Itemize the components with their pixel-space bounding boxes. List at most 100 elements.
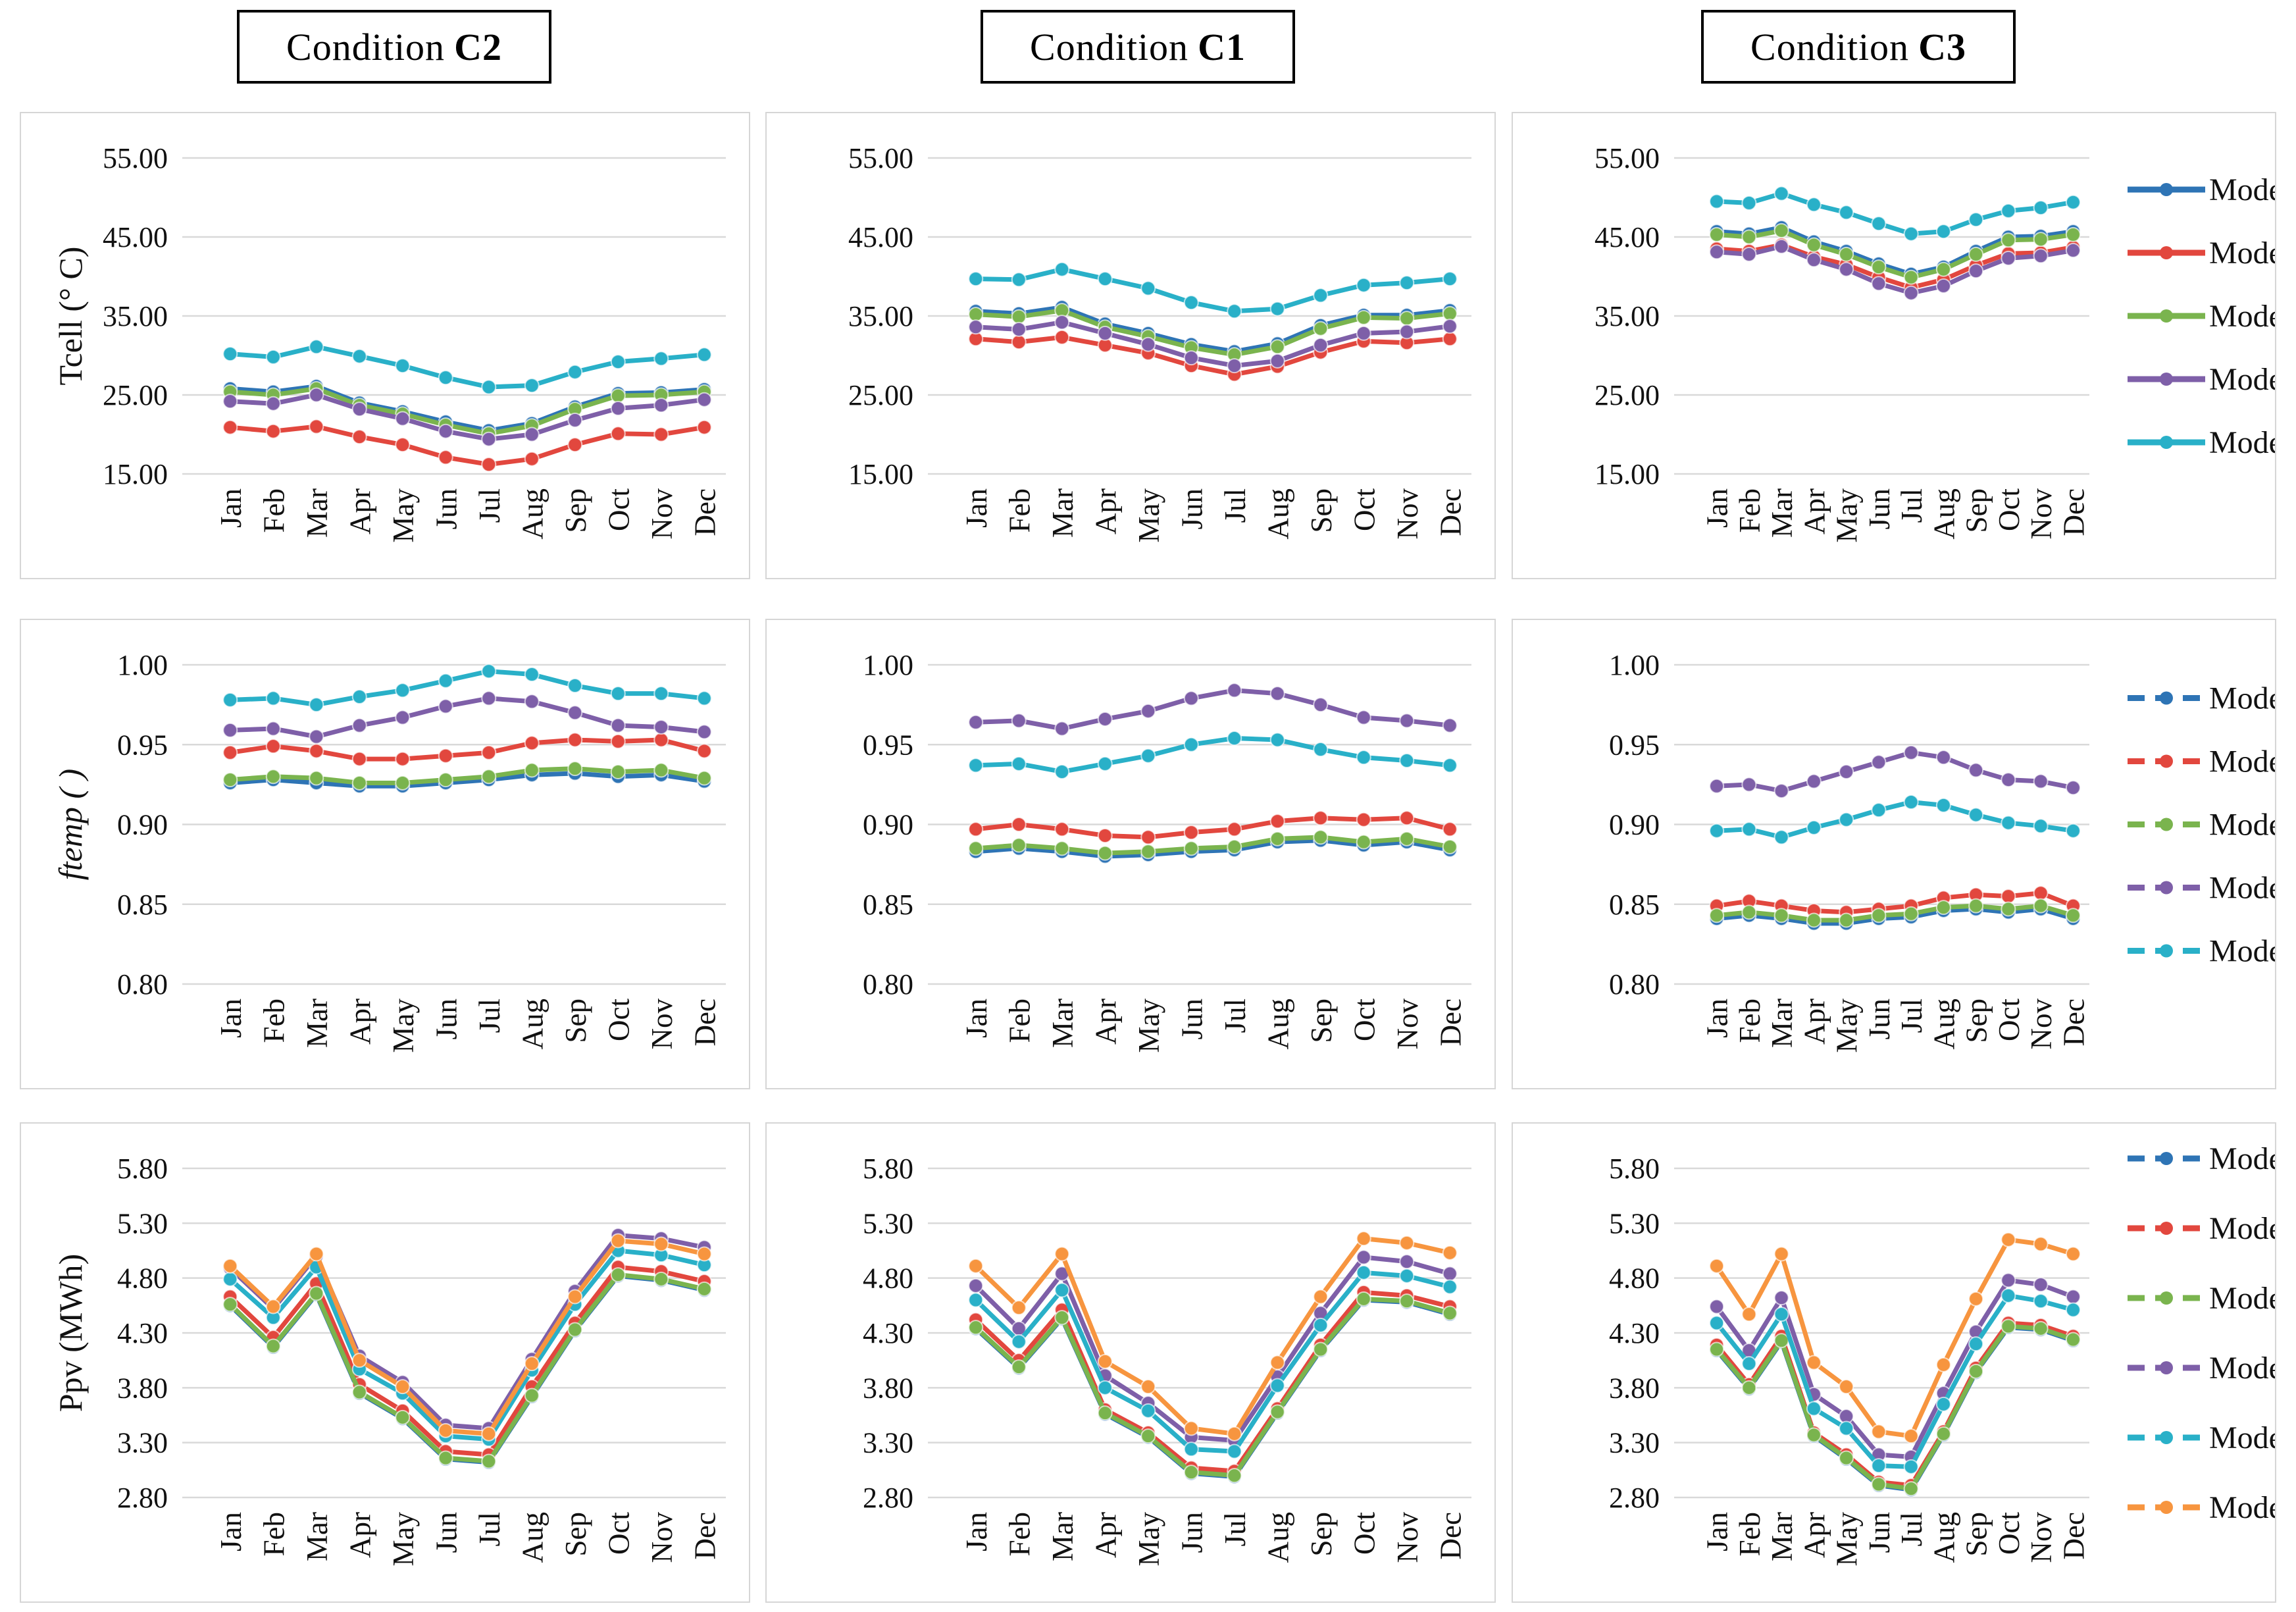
- data-point-model-5: [1839, 205, 1854, 221]
- y-tick-label: 1.00: [863, 649, 913, 681]
- data-point-model-4: [696, 724, 712, 740]
- data-point-model-3: [1806, 1427, 1822, 1443]
- data-point-model-4: [1313, 337, 1329, 353]
- data-point-model-3: [309, 1286, 324, 1301]
- y-tick-label: 0.80: [863, 968, 913, 1001]
- data-point-model-5: [1935, 797, 1951, 813]
- data-point-model-5: [1806, 197, 1822, 213]
- y-axis-title: ftemp ( ): [52, 769, 89, 880]
- x-tick-label: May: [387, 999, 420, 1053]
- data-point-model-2: [653, 732, 669, 748]
- data-point-model-4: [2065, 1289, 2081, 1305]
- series-line-model-2: [228, 737, 707, 762]
- y-tick-label: 3.80: [863, 1372, 913, 1404]
- series-line-model-2: [1714, 1320, 2076, 1488]
- data-point-model-3: [1011, 1359, 1027, 1375]
- series-line-model-4: [1714, 1278, 2076, 1459]
- data-point-model-5: [653, 351, 669, 367]
- x-tick-label: Feb: [1733, 999, 1766, 1043]
- data-point-model-4: [2001, 772, 2016, 788]
- legend-marker-dot: [2160, 373, 2173, 386]
- data-point-model-5: [1054, 764, 1070, 779]
- data-point-model-5: [1839, 1420, 1854, 1436]
- data-point-model-2: [222, 419, 238, 435]
- x-tick-label: Jan: [960, 1512, 993, 1551]
- ppv_c2-chart: 5.80 5.30 4.80 4.30 3.80 3.30 2.80 Jan Feb Mar Apr…: [52, 1153, 726, 1567]
- data-point-model-2: [351, 751, 367, 767]
- data-point-model-2: [524, 735, 540, 751]
- data-point-model-5: [1227, 731, 1242, 746]
- data-point-model-4: [1054, 315, 1070, 330]
- x-tick-label: Apr: [344, 999, 376, 1045]
- data-point-model-3: [1806, 912, 1822, 928]
- data-point-model-3: [2033, 232, 2049, 247]
- data-point-model-3: [610, 764, 626, 779]
- data-point-model-2: [351, 429, 367, 445]
- x-tick-label: Sep: [1305, 488, 1338, 533]
- data-point-model-3: [610, 388, 626, 403]
- y-tick-label: 4.80: [117, 1262, 168, 1295]
- data-point-model-3: [1356, 1291, 1371, 1307]
- y-tick-label: 0.90: [863, 809, 913, 841]
- data-point-model-5: [1399, 275, 1415, 291]
- data-point-model-3: [1269, 831, 1285, 846]
- x-tick-label: Jan: [1701, 1512, 1734, 1551]
- data-point-model-4: [1773, 1290, 1789, 1306]
- data-point-model-3: [222, 1297, 238, 1313]
- data-point-model-5: [1773, 829, 1789, 845]
- data-point-model-4: [1313, 697, 1329, 713]
- data-point-model-4: [1709, 1299, 1725, 1314]
- data-point-model-3: [1227, 1468, 1242, 1484]
- data-point-model-4: [1935, 750, 1951, 766]
- data-point-model-3: [265, 769, 281, 785]
- x-tick-label: May: [387, 488, 420, 543]
- data-point-model-3: [1054, 1310, 1070, 1326]
- x-tick-label: Jun: [1175, 999, 1208, 1040]
- x-tick-label: Sep: [1960, 488, 1993, 533]
- data-point-model-3: [1097, 1405, 1113, 1421]
- y-tick-label: 4.30: [863, 1317, 913, 1349]
- data-point-model-3: [1871, 908, 1887, 923]
- data-point-model-6: [309, 1246, 324, 1262]
- data-point-model-3: [1871, 1476, 1887, 1492]
- x-tick-label: Nov: [2025, 999, 2058, 1050]
- y-tick-label: 2.80: [863, 1482, 913, 1514]
- y-tick-label: 0.95: [117, 729, 168, 761]
- data-point-model-2: [1227, 821, 1242, 837]
- data-point-model-5: [524, 667, 540, 683]
- data-point-model-2: [1054, 329, 1070, 345]
- x-tick-label: May: [1831, 999, 1864, 1053]
- x-tick-label: Aug: [1262, 999, 1294, 1050]
- data-point-model-3: [1935, 261, 1951, 277]
- x-tick-label: Dec: [688, 488, 721, 536]
- data-point-model-4: [1871, 754, 1887, 770]
- legend-label: Model 2: [2209, 1211, 2275, 1246]
- y-tick-label: 5.30: [117, 1207, 168, 1239]
- data-point-model-4: [1806, 773, 1822, 789]
- data-point-model-3: [1313, 321, 1329, 336]
- data-point-model-3: [2001, 1318, 2016, 1334]
- data-point-model-5: [1442, 271, 1458, 287]
- y-tick-label: 3.30: [1609, 1427, 1660, 1459]
- data-point-model-3: [968, 307, 984, 323]
- data-point-model-5: [1140, 280, 1156, 296]
- data-point-model-4: [968, 1278, 984, 1293]
- data-point-model-5: [696, 347, 712, 363]
- data-point-model-6: [1903, 1428, 1919, 1444]
- data-point-model-3: [1313, 829, 1329, 845]
- x-tick-label: Nov: [1391, 999, 1424, 1050]
- series-line-model-5: [228, 344, 707, 390]
- data-point-model-6: [1140, 1379, 1156, 1395]
- x-tick-label: Dec: [2057, 488, 2090, 536]
- data-point-model-5: [1356, 750, 1371, 766]
- data-point-model-5: [1183, 1442, 1199, 1457]
- data-point-model-5: [265, 690, 281, 706]
- ppv_c1-chart: 5.80 5.30 4.80 4.30 3.80 3.30 2.80 Jan Feb Mar Apr…: [863, 1153, 1471, 1567]
- data-point-model-3: [567, 761, 583, 777]
- data-point-model-3: [309, 770, 324, 786]
- data-point-model-5: [351, 348, 367, 364]
- condition-title-c3-code: C3: [1918, 25, 1966, 68]
- data-point-model-4: [1011, 321, 1027, 337]
- legend-item-model-5: Model 5: [2128, 425, 2275, 460]
- data-point-model-2: [309, 743, 324, 759]
